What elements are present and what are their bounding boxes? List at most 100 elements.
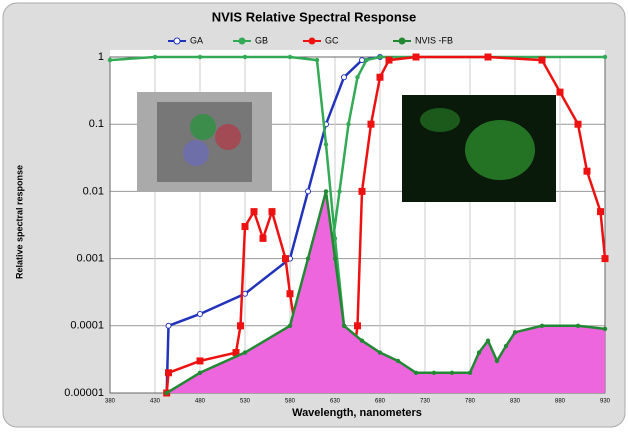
y-tick-label: 0.01 — [83, 185, 104, 197]
y-tick-label: 0.00001 — [64, 387, 104, 399]
legend-marker — [173, 37, 181, 45]
marker — [413, 370, 419, 375]
y-axis-label: Relative spectral response — [14, 165, 24, 279]
photo-blob — [183, 140, 209, 166]
marker — [332, 256, 338, 261]
marker — [332, 236, 338, 241]
marker — [241, 223, 249, 231]
x-tick-label: 380 — [105, 399, 116, 405]
marker — [197, 54, 203, 60]
x-tick-label: 930 — [600, 399, 611, 405]
x-tick-label: 530 — [240, 399, 251, 405]
marker — [476, 350, 482, 355]
marker — [395, 358, 401, 364]
y-tick-label: 1 — [98, 51, 104, 63]
marker — [597, 208, 604, 216]
marker — [305, 256, 311, 261]
photo-blob — [190, 114, 216, 140]
marker — [282, 255, 289, 263]
plot-layer: 0.00001 0.0001 0.001 0.01 0.1 1 380 430 480 530 58… — [64, 51, 610, 405]
marker — [323, 142, 329, 147]
marker — [358, 187, 366, 195]
marker — [341, 323, 347, 328]
marker — [359, 57, 365, 64]
marker — [305, 188, 311, 195]
marker — [242, 54, 248, 60]
legend-marker — [238, 37, 246, 45]
photo-glow — [420, 108, 460, 132]
marker — [385, 56, 393, 64]
marker — [431, 370, 437, 375]
marker — [232, 349, 240, 357]
photo-right — [402, 95, 556, 202]
legend-label: GC — [325, 35, 339, 45]
x-tick-label: 630 — [330, 399, 341, 405]
marker — [449, 370, 455, 375]
area — [166, 191, 605, 393]
marker — [602, 326, 608, 332]
marker — [237, 322, 244, 330]
marker — [367, 120, 375, 128]
marker — [337, 189, 342, 194]
x-tick-label: 780 — [465, 399, 476, 405]
marker — [165, 322, 172, 329]
marker — [601, 255, 609, 263]
marker — [574, 120, 582, 128]
x-axis-label: Wavelength, nanometers — [292, 407, 422, 419]
x-tick-label: 430 — [150, 399, 161, 405]
marker — [512, 330, 518, 335]
marker — [323, 189, 329, 194]
marker — [197, 310, 203, 317]
photo-glow — [465, 120, 535, 180]
marker — [484, 53, 492, 61]
marker — [538, 56, 546, 64]
photo-left — [137, 92, 272, 192]
marker — [107, 57, 113, 63]
marker — [503, 343, 509, 349]
legend-marker — [398, 37, 406, 45]
marker — [359, 338, 365, 343]
marker — [164, 390, 169, 396]
marker — [152, 54, 158, 60]
y-tick-label: 0.001 — [76, 253, 104, 265]
marker — [165, 369, 172, 377]
marker — [485, 338, 491, 343]
marker — [341, 74, 347, 81]
marker — [539, 323, 545, 328]
chart-title: NVIS Relative Spectral Response — [212, 9, 416, 24]
photo-blob — [215, 124, 241, 150]
marker — [377, 54, 383, 60]
marker — [412, 53, 420, 61]
x-tick-label: 480 — [195, 399, 206, 405]
marker — [259, 234, 267, 242]
marker — [376, 73, 384, 81]
marker — [250, 208, 258, 216]
x-tick-label: 730 — [420, 399, 431, 405]
legend-label: GA — [190, 35, 203, 45]
legend: GA GB GC NVIS -FB — [168, 35, 453, 45]
y-tick-label: 0.1 — [89, 118, 104, 130]
legend-marker — [308, 37, 316, 45]
marker — [197, 370, 203, 375]
marker — [196, 357, 204, 365]
marker — [494, 358, 500, 364]
marker — [287, 54, 293, 60]
y-tick-label: 0.0001 — [70, 320, 104, 332]
marker — [583, 167, 591, 175]
marker — [556, 88, 564, 96]
marker — [355, 75, 360, 80]
marker — [346, 122, 351, 127]
marker — [242, 350, 248, 355]
x-tick-label: 680 — [375, 399, 386, 405]
marker — [377, 350, 383, 355]
marker — [268, 208, 276, 216]
legend-label: NVIS -FB — [415, 35, 453, 45]
marker — [287, 323, 293, 328]
x-tick-label: 580 — [285, 399, 296, 405]
x-tick-label: 880 — [555, 399, 566, 405]
legend-label: GB — [255, 35, 268, 45]
series-line — [165, 55, 381, 394]
x-tick-label: 830 — [510, 399, 521, 405]
